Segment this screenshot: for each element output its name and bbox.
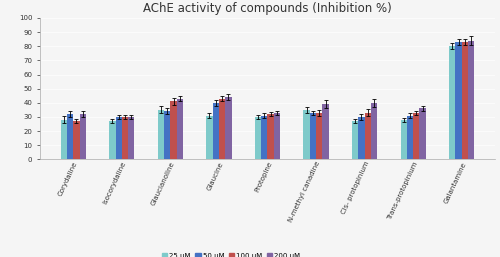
Bar: [462, 42, 468, 159]
Bar: [255, 117, 261, 159]
Bar: [413, 113, 420, 159]
Bar: [261, 116, 268, 159]
Title: AChE activity of compounds (Inhibition %): AChE activity of compounds (Inhibition %…: [143, 2, 392, 15]
Bar: [74, 121, 80, 159]
Bar: [176, 98, 183, 159]
Bar: [420, 108, 426, 159]
Bar: [80, 114, 86, 159]
Bar: [170, 102, 176, 159]
Bar: [158, 110, 164, 159]
Bar: [310, 113, 316, 159]
Bar: [400, 120, 407, 159]
Bar: [364, 113, 371, 159]
Bar: [449, 46, 456, 159]
Bar: [274, 113, 280, 159]
Bar: [352, 121, 358, 159]
Bar: [226, 97, 232, 159]
Bar: [164, 111, 170, 159]
Bar: [60, 120, 67, 159]
Bar: [268, 114, 274, 159]
Bar: [322, 104, 328, 159]
Bar: [371, 103, 377, 159]
Bar: [122, 117, 128, 159]
Bar: [468, 41, 474, 159]
Bar: [109, 121, 116, 159]
Bar: [407, 116, 413, 159]
Bar: [316, 113, 322, 159]
Legend: 25 μM, 50 μM, 100 μM, 200 μM: 25 μM, 50 μM, 100 μM, 200 μM: [159, 251, 303, 257]
Bar: [206, 116, 212, 159]
Bar: [128, 117, 134, 159]
Bar: [219, 98, 226, 159]
Bar: [212, 103, 219, 159]
Bar: [456, 42, 462, 159]
Bar: [116, 117, 122, 159]
Bar: [358, 117, 364, 159]
Bar: [304, 110, 310, 159]
Bar: [67, 114, 73, 159]
